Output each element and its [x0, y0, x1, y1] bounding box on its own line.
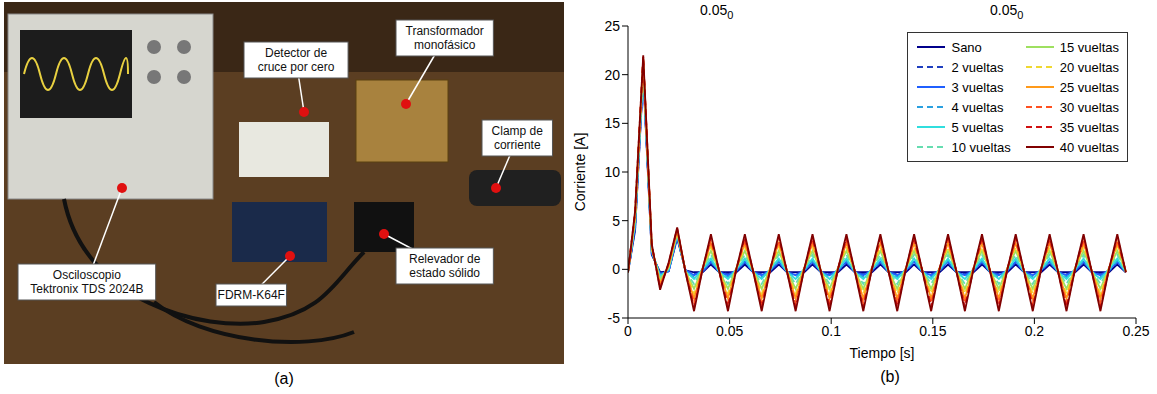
- svg-text:20: 20: [604, 67, 620, 83]
- html-text:Sano: Sano: [951, 39, 982, 55]
- svg-text:Corriente [A]: Corriente [A]: [572, 133, 588, 212]
- svg-text:25: 25: [604, 18, 620, 34]
- svg-text:Tektronix TDS 2024B: Tektronix TDS 2024B: [30, 282, 143, 296]
- svg-text:10: 10: [604, 164, 620, 180]
- svg-text:Transformador: Transformador: [406, 24, 484, 38]
- svg-text:0.15: 0.15: [919, 323, 946, 339]
- svg-text:Relevador de: Relevador de: [409, 252, 481, 266]
- svg-text:corriente: corriente: [494, 138, 541, 152]
- svg-text:15: 15: [604, 115, 620, 131]
- svg-text:FDRM-K64F: FDRM-K64F: [218, 288, 285, 302]
- html-text:0: 0: [727, 8, 734, 21]
- html-text:(b): (b): [880, 368, 900, 385]
- html-text:30 vueltas: 30 vueltas: [1059, 99, 1119, 115]
- svg-text:0: 0: [624, 323, 632, 339]
- html-text:20 vueltas: 20 vueltas: [1059, 59, 1119, 75]
- html-text:25 vueltas: 25 vueltas: [1059, 79, 1119, 95]
- html-text:2 vueltas: 2 vueltas: [951, 59, 1004, 75]
- html-text:10 vueltas: 10 vueltas: [951, 139, 1011, 155]
- svg-text:0: 0: [612, 261, 620, 277]
- svg-text:Osciloscopio: Osciloscopio: [53, 268, 121, 282]
- html-text:40 vueltas: 40 vueltas: [1059, 139, 1119, 155]
- svg-text:-5: -5: [608, 310, 621, 326]
- svg-text:5: 5: [612, 213, 620, 229]
- svg-text:0.05: 0.05: [716, 323, 743, 339]
- html-text:0.05: 0.05: [700, 2, 728, 18]
- html-text:0: 0: [1017, 8, 1024, 21]
- html-text:(a): (a): [274, 370, 294, 387]
- svg-text:0.2: 0.2: [1025, 323, 1045, 339]
- html-text:15 vueltas: 15 vueltas: [1059, 39, 1119, 55]
- html-text:4 vueltas: 4 vueltas: [951, 99, 1004, 115]
- svg-text:Clamp de: Clamp de: [492, 124, 544, 138]
- svg-text:monofásico: monofásico: [414, 38, 476, 52]
- svg-text:Tiempo [s]: Tiempo [s]: [850, 345, 915, 361]
- svg-text:estado sólido: estado sólido: [409, 266, 480, 280]
- html-text:0.05: 0.05: [990, 2, 1018, 18]
- svg-text:0.1: 0.1: [821, 323, 841, 339]
- html-text:5 vueltas: 5 vueltas: [951, 119, 1004, 135]
- html-text:35 vueltas: 35 vueltas: [1059, 119, 1119, 135]
- svg-text:cruce por cero: cruce por cero: [258, 60, 335, 74]
- svg-text:Detector de: Detector de: [265, 46, 327, 60]
- svg-text:0.25: 0.25: [1122, 323, 1149, 339]
- html-text:3 vueltas: 3 vueltas: [951, 79, 1004, 95]
